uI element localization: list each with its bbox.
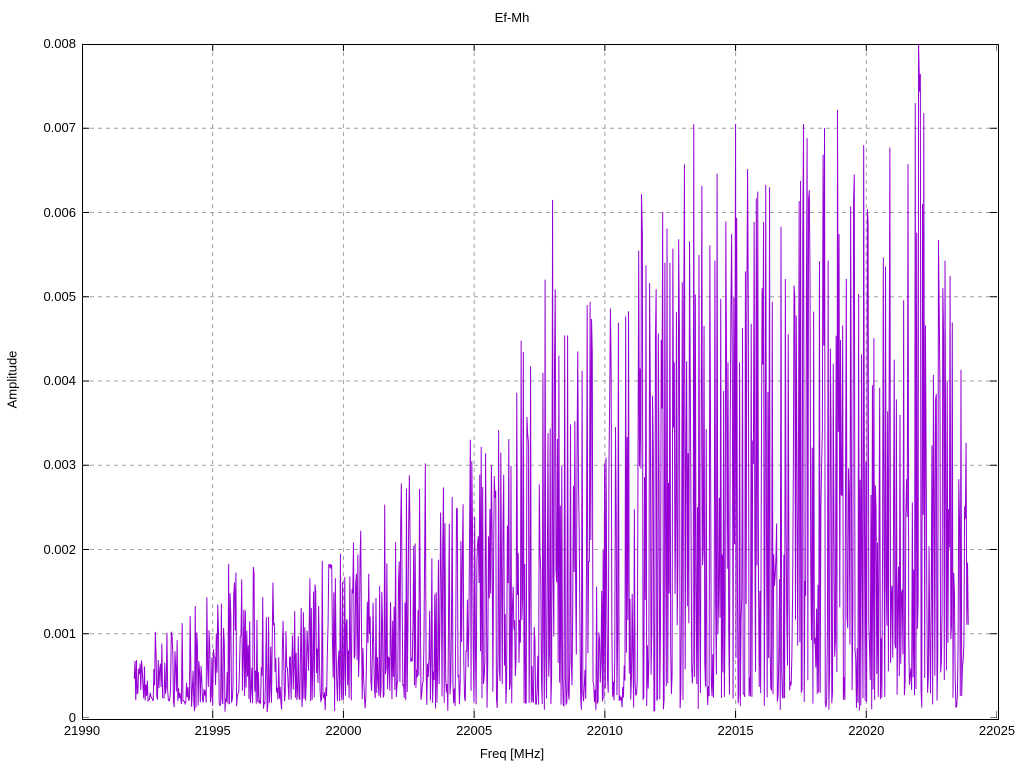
y-axis-tick-labels: 0 0.001 0.002 0.003 0.004 0.005 0.006 0.007 0.00… — [0, 0, 76, 768]
x-tick-label: 21990 — [63, 723, 101, 738]
y-tick-label: 0.001 — [43, 625, 76, 641]
y-tick-label: 0 — [68, 710, 76, 725]
spectrum-trace — [133, 44, 969, 713]
x-tick-label: 22010 — [586, 723, 623, 738]
x-tick-label: 22015 — [717, 723, 754, 738]
x-tick-label: 22025 — [978, 723, 1016, 738]
y-tick-label: 0.006 — [43, 204, 76, 220]
axis-ticks — [82, 44, 997, 718]
y-tick-label: 0.007 — [43, 120, 76, 136]
y-tick-label: 0.004 — [43, 373, 76, 388]
x-tick-label: 22000 — [325, 723, 362, 738]
x-tick-label: 22005 — [456, 723, 493, 738]
x-axis-title: Freq [MHz] — [479, 746, 545, 761]
y-tick-label: 0.002 — [43, 541, 76, 557]
x-tick-label: 21995 — [194, 723, 231, 738]
plot-canvas — [82, 44, 997, 718]
y-tick-label: 0.005 — [43, 288, 76, 304]
chart-title: Ef-Mh — [494, 10, 530, 25]
y-axis-title: Amplitude — [4, 350, 20, 409]
x-tick-label: 22020 — [848, 723, 885, 738]
y-tick-label: 0.008 — [43, 36, 76, 51]
y-tick-label: 0.003 — [43, 457, 76, 473]
